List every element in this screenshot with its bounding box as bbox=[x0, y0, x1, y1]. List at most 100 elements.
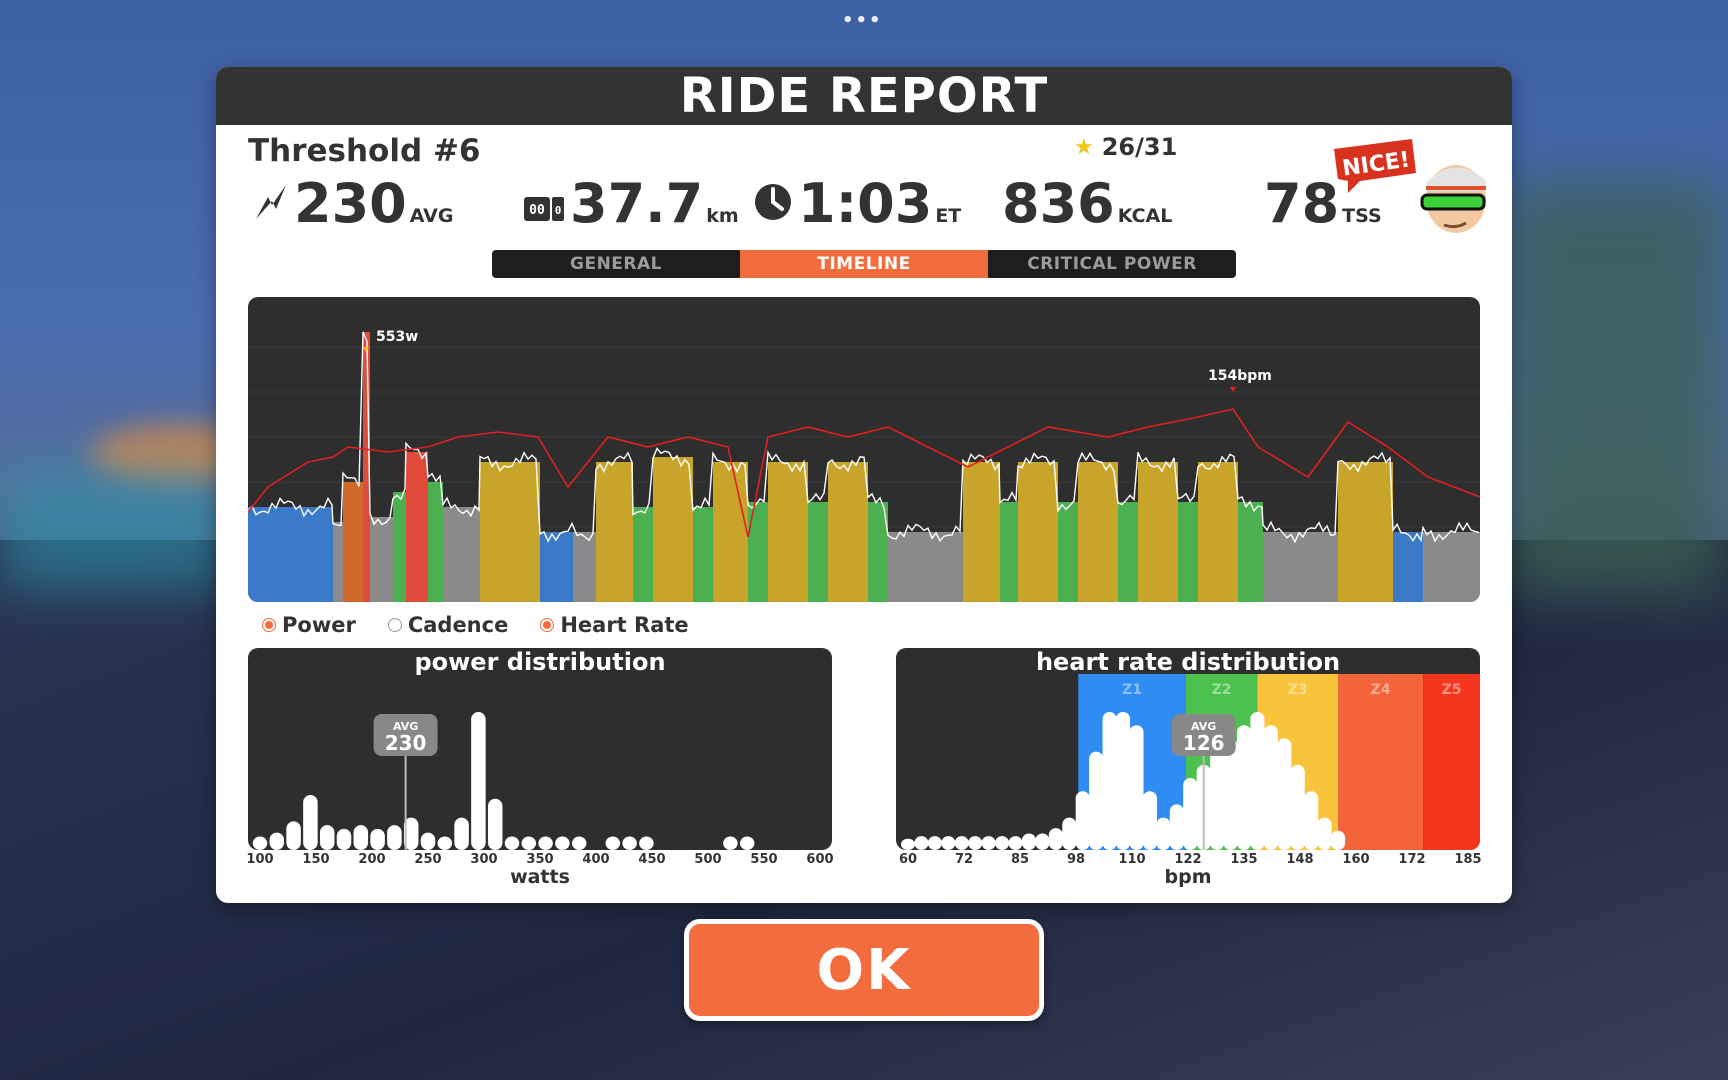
zone-segment bbox=[406, 452, 428, 602]
workout-name: Threshold #6 bbox=[248, 133, 481, 169]
ok-button[interactable]: OK bbox=[684, 919, 1044, 1021]
distribution-bar bbox=[1035, 833, 1050, 850]
tick-label: 600 bbox=[806, 852, 834, 867]
distribution-bar bbox=[336, 828, 352, 850]
tick-label: 85 bbox=[1010, 852, 1030, 867]
avg-label: AVG bbox=[393, 720, 418, 733]
zone-segment bbox=[1000, 502, 1018, 602]
distribution-bar bbox=[900, 838, 916, 850]
distribution-bar bbox=[995, 836, 1010, 850]
radio-icon[interactable] bbox=[387, 618, 402, 632]
x-axis-label: bpm bbox=[1164, 866, 1212, 888]
zone-segment bbox=[808, 502, 828, 602]
distribution-bar bbox=[420, 832, 436, 850]
zone-segment bbox=[370, 517, 393, 602]
zone-segment bbox=[1393, 532, 1423, 602]
zone-segment bbox=[480, 462, 540, 602]
tick-label: 550 bbox=[750, 852, 778, 867]
distribution-bar bbox=[1304, 791, 1319, 850]
distribution-bar bbox=[1169, 804, 1184, 850]
radio-icon[interactable] bbox=[540, 618, 555, 632]
legend-heart-rate[interactable]: Heart Rate bbox=[540, 613, 689, 637]
zone-segment bbox=[428, 482, 443, 602]
distribution-bar bbox=[555, 836, 570, 850]
stat-unit: TSS bbox=[1342, 205, 1382, 227]
distribution-bar bbox=[1129, 725, 1144, 850]
distribution-bar bbox=[1250, 712, 1265, 850]
distribution-bar bbox=[521, 836, 537, 850]
svg-text:0: 0 bbox=[555, 204, 562, 217]
tick-label: 172 bbox=[1398, 852, 1426, 867]
zone-segment bbox=[713, 462, 748, 602]
distribution-bar bbox=[303, 794, 318, 850]
more-dots-icon[interactable]: ••• bbox=[842, 10, 883, 31]
distribution-bar bbox=[571, 836, 587, 850]
distribution-bar bbox=[605, 836, 621, 850]
odometer-icon: 00 0 bbox=[524, 197, 564, 225]
distribution-bar bbox=[639, 836, 654, 850]
radio-icon[interactable] bbox=[262, 618, 276, 632]
distribution-bar bbox=[968, 836, 983, 850]
stat-tss: 78 TSS bbox=[1264, 177, 1382, 231]
distribution-bar bbox=[353, 825, 369, 850]
stat-value: 78 bbox=[1264, 172, 1340, 235]
distribution-bar bbox=[1223, 738, 1238, 850]
power-distribution: power distribution AVG 230 100 150 200 250 30… bbox=[246, 648, 834, 888]
distribution-bar bbox=[1317, 817, 1332, 850]
distribution-bar bbox=[1142, 791, 1157, 850]
distribution-bar bbox=[1089, 751, 1104, 850]
distribution-bar bbox=[1290, 764, 1305, 850]
chart-title: heart rate distribution bbox=[1035, 648, 1341, 676]
distribution-bar bbox=[927, 836, 942, 850]
report-tabs: GENERAL TIMELINE CRITICAL POWER bbox=[492, 250, 1236, 278]
tab-timeline[interactable]: TIMELINE bbox=[740, 250, 988, 278]
tab-critical-power[interactable]: CRITICAL POWER bbox=[1027, 254, 1197, 274]
distribution-bar bbox=[981, 836, 996, 850]
hr-peak-label: 154bpm bbox=[1208, 368, 1272, 384]
distribution-bar bbox=[286, 821, 301, 850]
zone-segment bbox=[1058, 502, 1078, 602]
legend-power[interactable]: Power bbox=[262, 613, 356, 637]
power-distribution-chart: power distribution AVG 230 bbox=[248, 648, 832, 850]
distribution-bar bbox=[1331, 830, 1346, 850]
stat-value: 37.7 bbox=[570, 172, 704, 235]
power-line bbox=[248, 331, 1480, 544]
power-peak-marker bbox=[363, 347, 369, 352]
ride-report-panel: RIDE REPORT Threshold #6 ★ 26/31 230 AVG… bbox=[216, 67, 1512, 903]
legend-cadence[interactable]: Cadence bbox=[387, 613, 508, 637]
hr-axis-ticks: 60 72 85 98 110 122 135 148 160 172 185 bbox=[896, 850, 1482, 872]
distribution-bar bbox=[454, 817, 469, 850]
tick-label: 60 bbox=[898, 852, 918, 867]
zone-segment bbox=[888, 532, 963, 602]
tick-label: 300 bbox=[470, 852, 498, 867]
tab-general[interactable]: GENERAL bbox=[570, 254, 662, 274]
distribution-bar bbox=[739, 836, 755, 850]
zone-segment bbox=[1178, 502, 1198, 602]
power-peak-label: 553w bbox=[376, 329, 418, 345]
zone-segment bbox=[828, 462, 868, 602]
zone-segment bbox=[1338, 462, 1393, 602]
tick-label: 185 bbox=[1454, 852, 1482, 867]
tick-label: 250 bbox=[414, 852, 442, 867]
avg-badge bbox=[373, 714, 438, 756]
distribution-bar bbox=[1008, 836, 1023, 850]
zone-segment bbox=[1138, 462, 1178, 602]
zone-segment bbox=[633, 507, 653, 602]
stars-value: 26/31 bbox=[1101, 133, 1178, 161]
zone-label: Z1 bbox=[1122, 682, 1142, 698]
distribution-bar bbox=[914, 836, 929, 850]
heart-rate-line bbox=[248, 408, 1480, 538]
distribution-bar bbox=[1102, 712, 1117, 850]
zone-segment bbox=[1018, 462, 1058, 602]
distribution-bar bbox=[1210, 751, 1225, 850]
zone-segment bbox=[343, 482, 363, 602]
distribution-bar bbox=[723, 836, 738, 850]
zone-segment bbox=[540, 532, 573, 602]
distribution-bar bbox=[319, 825, 335, 850]
distribution-bar bbox=[252, 836, 268, 850]
avg-value: 230 bbox=[385, 731, 427, 755]
avg-value: 126 bbox=[1183, 731, 1225, 755]
stat-unit: AVG bbox=[409, 205, 454, 227]
distribution-bar bbox=[269, 832, 285, 850]
distribution-bar bbox=[1183, 778, 1198, 850]
